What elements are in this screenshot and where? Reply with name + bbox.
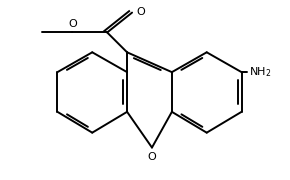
Text: O: O bbox=[68, 19, 77, 28]
Text: O: O bbox=[148, 152, 156, 162]
Text: NH$_2$: NH$_2$ bbox=[249, 65, 271, 79]
Text: O: O bbox=[136, 7, 145, 17]
